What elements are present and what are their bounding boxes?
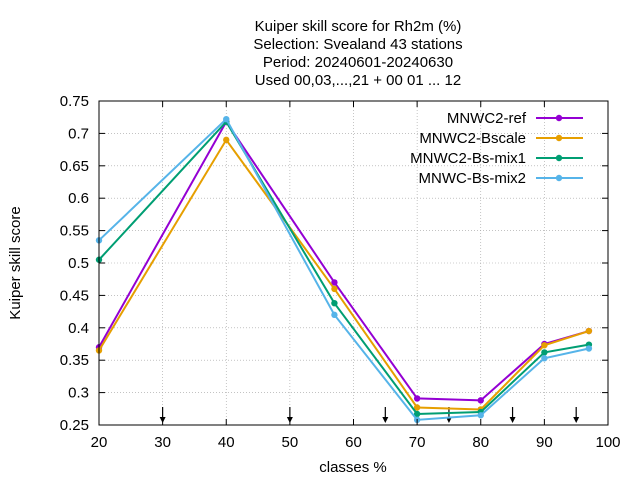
x-tick-label: 100 <box>595 434 620 451</box>
x-tick-label: 80 <box>472 434 489 451</box>
legend-label: MNWC-Bs-mix2 <box>419 170 526 187</box>
legend-label: MNWC2-ref <box>447 110 527 127</box>
title-line-2: Selection: Svealand 43 stations <box>253 36 462 53</box>
x-tick-label: 40 <box>218 434 235 451</box>
x-tick-label: 20 <box>91 434 108 451</box>
arrow-head <box>509 417 516 423</box>
x-tick-label: 60 <box>345 434 362 451</box>
y-axis-label: Kuiper skill score <box>7 206 24 319</box>
data-point <box>477 397 484 404</box>
data-point <box>541 355 548 362</box>
legend-label: MNWC2-Bscale <box>419 130 526 147</box>
data-point <box>331 299 338 307</box>
legend-item: MNWC2-Bscale <box>419 130 583 147</box>
legend-item: MNWC2-ref <box>447 110 583 127</box>
legend-marker <box>555 154 563 162</box>
data-point <box>585 327 593 335</box>
data-point <box>541 349 548 356</box>
data-point <box>477 412 484 419</box>
legend-marker <box>555 134 563 142</box>
x-tick-label: 30 <box>154 434 171 451</box>
y-tick-label: 0.75 <box>60 93 89 110</box>
class-arrow-marker <box>509 407 516 423</box>
data-point <box>585 345 593 352</box>
title-line-4: Used 00,03,...,21 + 00 01 ... 12 <box>255 72 461 89</box>
y-tick-label: 0.3 <box>68 385 89 402</box>
y-tick-label: 0.35 <box>60 352 89 369</box>
y-tick-label: 0.25 <box>60 417 89 434</box>
legend-label: MNWC2-Bs-mix1 <box>410 150 526 167</box>
title-line-3: Period: 20240601-20240630 <box>263 54 453 71</box>
x-axis-label: classes % <box>319 459 387 476</box>
y-tick-label: 0.5 <box>68 255 89 272</box>
arrow-head <box>382 417 389 423</box>
legend-item: MNWC-Bs-mix2 <box>419 170 583 187</box>
legend: MNWC2-ref MNWC2-Bscale MNWC2-Bs-mix1 MNWC-B… <box>410 110 583 187</box>
data-point <box>331 279 338 286</box>
title-line-1: Kuiper skill score for Rh2m (%) <box>255 18 462 35</box>
x-tick-label: 50 <box>282 434 299 451</box>
x-tick-label: 90 <box>536 434 553 451</box>
class-arrow-markers <box>159 407 580 423</box>
grid <box>99 101 608 425</box>
x-axis-ticks: 20 30 40 50 60 70 80 90 100 <box>91 101 621 451</box>
y-tick-label: 0.4 <box>68 320 89 337</box>
y-tick-label: 0.55 <box>60 223 89 240</box>
data-point <box>223 115 230 123</box>
y-tick-label: 0.45 <box>60 287 89 304</box>
arrow-head <box>573 417 580 423</box>
y-tick-label: 0.65 <box>60 158 89 175</box>
chart-title: Kuiper skill score for Rh2m (%) Selectio… <box>253 18 462 89</box>
data-point <box>541 342 548 349</box>
data-point <box>413 395 421 402</box>
x-tick-label: 70 <box>409 434 426 451</box>
data-point <box>413 404 421 411</box>
data-point <box>331 311 338 319</box>
data-point <box>413 410 421 418</box>
legend-marker <box>555 174 563 182</box>
data-point <box>223 136 230 144</box>
data-point <box>331 285 338 293</box>
y-tick-label: 0.6 <box>68 190 89 207</box>
legend-item: MNWC2-Bs-mix1 <box>410 150 583 167</box>
legend-marker <box>555 114 563 122</box>
y-axis-ticks: 0.25 0.3 0.35 0.4 0.45 0.5 0.55 0.6 0.65 0.7 0.75 <box>60 93 608 434</box>
class-arrow-marker <box>573 407 580 423</box>
class-arrow-marker <box>382 407 389 423</box>
y-tick-label: 0.7 <box>68 125 89 142</box>
